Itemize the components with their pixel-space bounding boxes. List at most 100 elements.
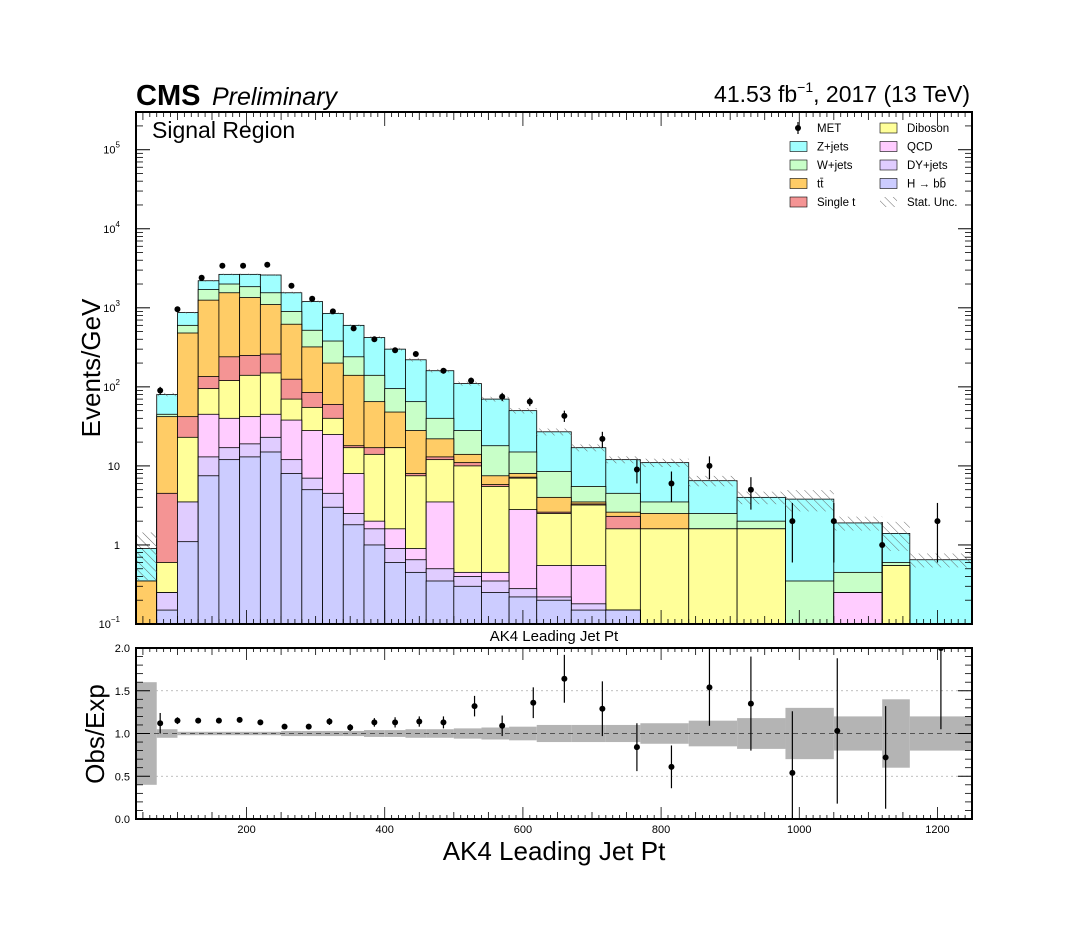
x-tick-label: 1000 [787,824,811,836]
legend-label: Diboson [907,123,949,135]
data-point [879,541,886,548]
bar-ttbar [136,580,158,624]
ratio-band-bin [177,731,199,736]
legend-swatch [879,178,898,189]
unc-bin [481,396,510,402]
legend-label: H → bb̄ [907,178,946,191]
ratio-band-bin [301,730,323,737]
lumi-label: 41.53 fb−1, 2017 (13 TeV) [714,79,970,107]
bar-hbb [218,459,241,624]
bar-diboson [605,528,641,624]
legend-marker [795,125,801,131]
legend-swatch [789,178,808,189]
ratio-point [747,700,754,707]
ratio-point [440,719,447,726]
ratio-point [305,723,312,730]
bar-hbb [197,475,220,624]
ratio-band-bin [640,723,689,744]
ratio-point [157,720,164,727]
x-tick-label: 400 [376,824,394,836]
bar-hbb [453,585,482,624]
bar-hbb [405,571,427,624]
unc-bin [785,490,834,512]
ratio-point [561,675,568,682]
unc-bin [198,280,219,282]
x-tick-label: 200 [237,824,255,836]
ratio-panel: 0.0 0.5 1.0 1.5 2.0 200 400 600 800 1000 1200 Obs/… [80,643,973,866]
data-point [499,393,506,400]
bar-hbb [280,473,303,624]
legend-swatch [789,196,808,208]
ratio-band-bin [322,730,344,737]
bar-hbb [605,609,641,624]
data-point [329,308,336,315]
ratio-band-bin [384,730,406,737]
data-point [706,462,713,469]
data-point [526,398,533,405]
legend-item-ttbar: tt̄ [789,178,824,191]
unc-bin [239,273,261,276]
ratio-points [157,648,944,819]
data-point [240,262,247,269]
data-point [371,336,378,343]
ratio-point [195,717,202,724]
data-point [264,261,271,268]
status-label: Preliminary [212,83,339,111]
ratio-point [599,705,606,712]
ratio-band-bin [239,731,261,736]
region-label: Signal Region [152,117,295,143]
unc-bin [737,491,786,505]
legend: MET Diboson Z+jets QCD W+jets DY+jets tt̄ H → b… [789,122,958,209]
x-tick-label: 1200 [925,824,949,836]
ratio-y-axis-title: Obs/Exp [80,684,110,784]
main-histogram-panel: 10−1 1 10 102 103 104 105 Signal Region MET Dib… [76,111,973,631]
unc-bin [833,516,883,531]
legend-label: DY+jets [907,160,948,172]
legend-label: QCD [907,142,933,154]
unc-bin [571,444,606,452]
data-point [198,274,205,281]
bar-hbb [363,544,386,624]
bar-hbb [384,562,406,624]
ratio-point [281,723,288,730]
ratio-point [668,763,675,770]
ratio-point [530,699,537,706]
ratio-point [326,718,333,725]
data-point [747,486,754,493]
unc-bin [156,392,178,397]
legend-item-data: MET [795,122,841,135]
y-axis-title: Events/GeV [76,298,106,437]
bar-wjets [785,580,835,624]
ratio-band-bin [260,731,282,736]
legend-swatch [879,122,898,134]
main-plot-frame [135,111,973,625]
bar-hbb [239,456,261,624]
data-point [288,282,295,289]
legend-label: W+jets [817,160,853,172]
ratio-band-bin [509,726,537,741]
unc-bin [136,532,157,581]
bar-diboson [881,565,911,624]
unc-bin [426,369,454,373]
bar-hbb [259,451,282,624]
ratio-point [174,717,181,724]
x-tick-label: 800 [652,824,670,836]
ratio-y-tick-label: 1.0 [115,729,130,741]
legend-label: Stat. Unc. [907,197,958,209]
bar-diboson [688,528,738,624]
ratio-y-tick-label: 0.5 [115,771,130,783]
data-point [668,480,675,487]
legend-item-qcd: QCD [879,141,933,154]
legend-label: Single t [817,197,856,209]
ratio-y-tick-label: 1.5 [115,686,130,698]
data-point [633,466,640,473]
legend-swatch [789,141,808,152]
experiment-label: CMS [136,80,200,112]
bar-hbb [301,489,323,624]
bar-diboson [736,528,786,624]
ratio-point [347,724,354,731]
unc-bin [536,428,572,436]
unc-bin [405,358,427,362]
y-tick-label: 103 [103,299,120,315]
